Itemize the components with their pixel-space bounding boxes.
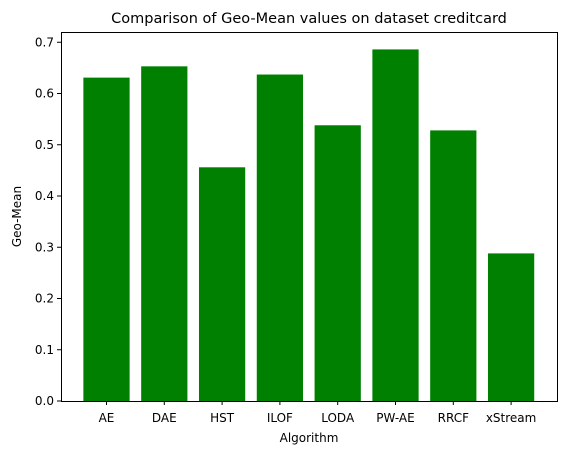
y-axis-label: Geo-Mean [10,186,24,247]
bar-dae [141,66,188,402]
bar-ae [83,77,130,402]
y-tick-label: 0.7 [35,35,54,49]
plot-frame [61,32,558,402]
x-axis-label: Algorithm [280,431,339,445]
bars-group [83,49,535,402]
bar-ilof [256,74,304,401]
y-tick-label: 0.5 [35,138,54,152]
bar-xstream [487,253,535,401]
bar-hst [198,167,246,401]
x-tick-label: HST [210,411,235,425]
y-tick-label: 0.1 [35,343,54,357]
x-tick-label: LODA [321,411,355,425]
x-tick-label: RRCF [438,411,469,425]
x-tick-label: ILOF [267,411,293,425]
y-tick-label: 0.6 [35,87,54,101]
y-tick-label: 0.3 [35,240,54,254]
bar-loda [314,125,361,402]
x-tick-label: DAE [152,411,177,425]
bar-rrcf [430,130,477,401]
x-tick-label: xStream [486,411,537,425]
chart-title: Comparison of Geo-Mean values on dataset… [111,11,507,27]
bar-pw-ae [372,49,419,402]
x-tick-label: AE [99,411,115,425]
y-tick-label: 0.4 [35,189,54,203]
y-axis: 0.0 0.1 0.2 0.3 0.4 0.5 0.6 0.7 [35,35,61,408]
y-tick-label: 0.2 [35,292,54,306]
x-tick-label: PW-AE [376,411,414,425]
x-axis: AE DAE HST ILOF LODA PW-AE RRCF xStream [99,401,537,425]
y-tick-label: 0.0 [35,394,54,408]
